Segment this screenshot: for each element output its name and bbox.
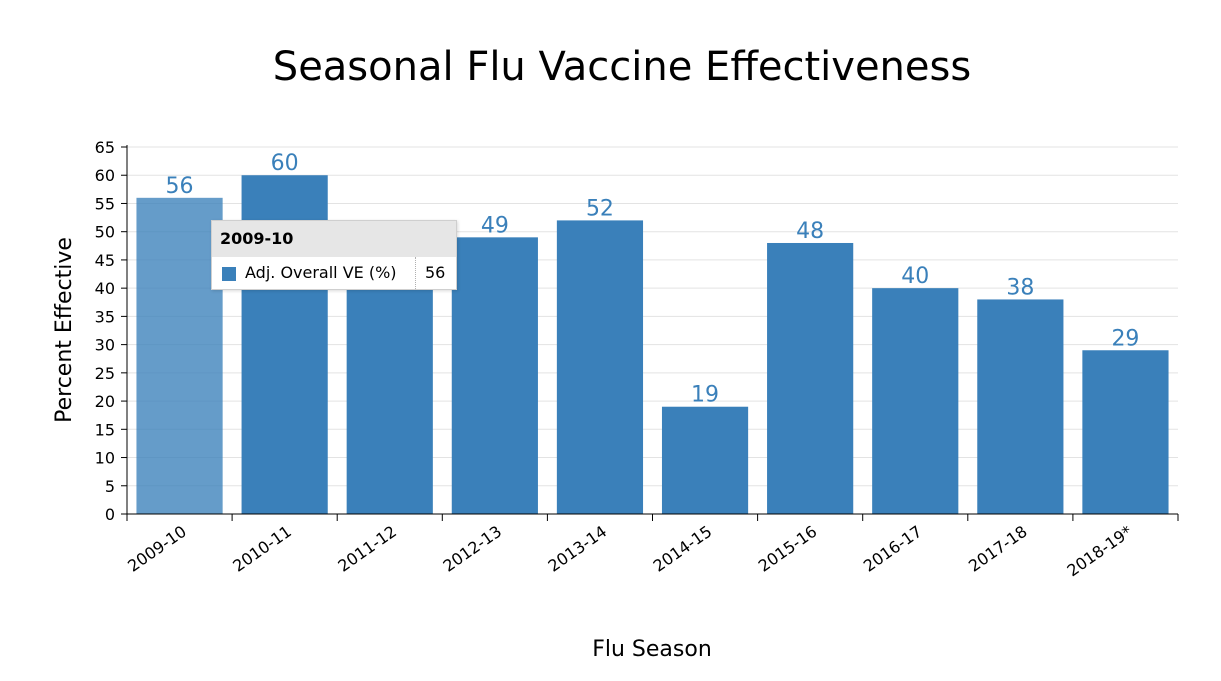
bar-value-label: 49: [481, 213, 509, 238]
tooltip-value: 56: [425, 263, 446, 282]
x-tick-label: 2018-19*: [1064, 522, 1136, 581]
bars: [136, 175, 1169, 515]
y-tick-label: 65: [95, 138, 115, 157]
bar-value-label: 52: [586, 196, 614, 221]
y-tick-label: 15: [95, 420, 115, 439]
bar[interactable]: [346, 248, 433, 514]
bar[interactable]: [661, 406, 749, 514]
bar-value-label: 56: [166, 174, 194, 199]
tooltip: 2009-10 Adj. Overall VE (%) 56: [211, 220, 457, 290]
y-tick-label: 40: [95, 279, 115, 298]
x-tick-label: 2017-18: [965, 522, 1031, 576]
x-tick-label: 2013-14: [545, 522, 611, 576]
y-tick-label: 20: [95, 392, 115, 411]
x-axis-label: Flu Season: [592, 637, 712, 662]
y-tick-label: 25: [95, 364, 115, 383]
y-tick-label: 30: [95, 336, 115, 355]
chart-title: Seasonal Flu Vaccine Effectiveness: [273, 44, 971, 90]
y-tick-label: 45: [95, 251, 115, 270]
tooltip-divider: [415, 257, 416, 289]
y-tick-label: 35: [95, 307, 115, 326]
tooltip-swatch: [222, 267, 236, 281]
bar[interactable]: [556, 220, 644, 514]
bar-value-label: 19: [691, 383, 719, 408]
bar-value-label: 60: [271, 151, 299, 176]
bar-value-label: 29: [1111, 326, 1139, 351]
y-tick-label: 60: [95, 166, 115, 185]
x-tick-label: 2010-11: [229, 522, 295, 576]
x-tick-label: 2016-17: [860, 522, 926, 576]
bar[interactable]: [1082, 350, 1169, 514]
x-tick-label: 2015-16: [755, 522, 821, 576]
bar[interactable]: [767, 242, 854, 514]
y-axis-label: Percent Effective: [52, 237, 77, 423]
y-tick-label: 10: [95, 449, 115, 468]
bar[interactable]: [451, 237, 538, 515]
bar[interactable]: [136, 197, 223, 515]
x-tick-label: 2011-12: [334, 522, 400, 576]
bar-value-label: 40: [901, 264, 929, 289]
bar-value-label: 38: [1006, 275, 1034, 300]
x-axis: 2009-10 2010-11 2011-12 2012-13 2013-14 2014-…: [124, 513, 1179, 581]
bar-value-label: 48: [796, 219, 824, 244]
tooltip-row: Adj. Overall VE (%) 56: [212, 257, 456, 289]
y-tick-label: 0: [105, 505, 115, 524]
y-axis: 0 5 10 15 20 25 30 35 40 45 50 55 60 65: [95, 138, 128, 524]
tooltip-series-name: Adj. Overall VE (%): [245, 263, 397, 282]
bar[interactable]: [872, 288, 959, 514]
x-tick-label: 2012-13: [439, 522, 505, 576]
tooltip-title: 2009-10: [212, 221, 456, 257]
y-tick-label: 5: [105, 477, 115, 496]
x-tick-label: 2014-15: [650, 522, 716, 576]
y-tick-label: 55: [95, 194, 115, 213]
bar[interactable]: [977, 299, 1064, 514]
y-tick-label: 50: [95, 223, 115, 242]
x-tick-label: 2009-10: [124, 522, 190, 576]
